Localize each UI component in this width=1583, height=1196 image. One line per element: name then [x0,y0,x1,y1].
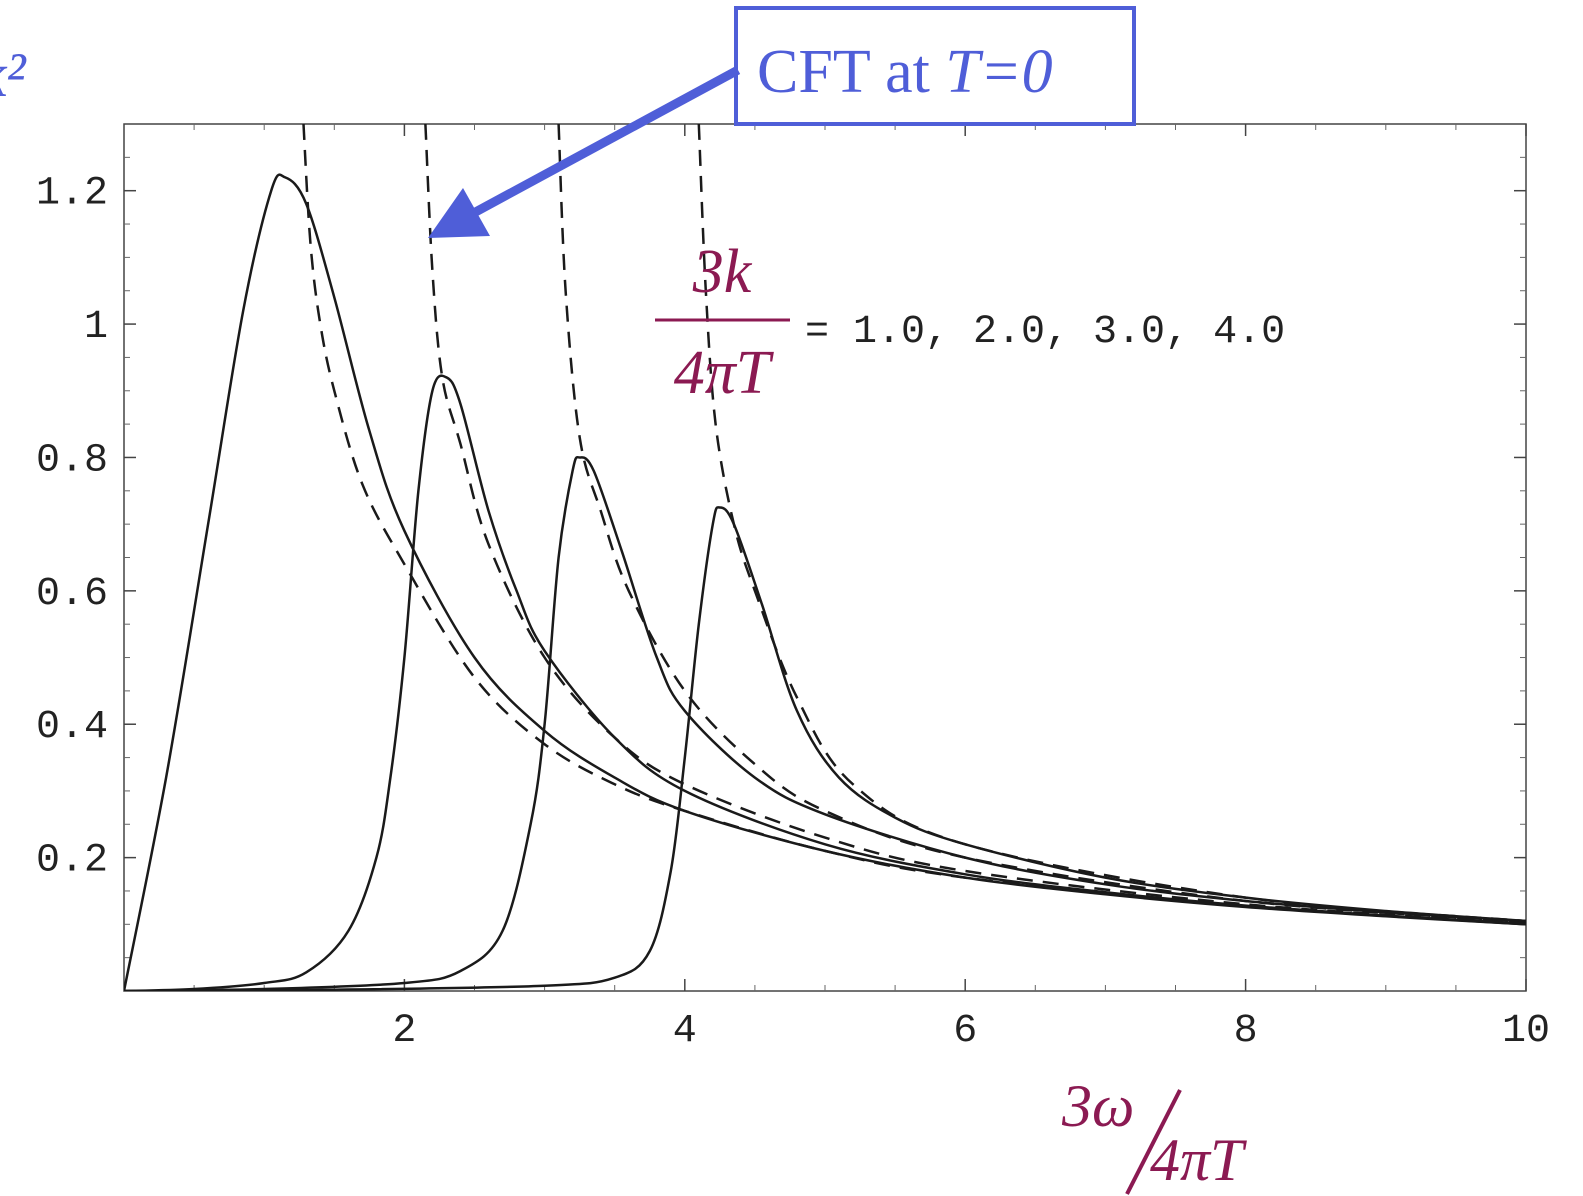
spectral-curve-k4 [124,506,1526,991]
x-axis-label-denominator: 4πT [1150,1127,1247,1193]
spectral-curve-k2 [124,374,1526,991]
x-tick-label: 10 [1502,1009,1550,1054]
callout-box [734,6,1136,126]
y-tick-label: 0.4 [36,705,108,750]
x-axis-label: 3ω 4πT [1061,1073,1247,1195]
x-tick-label: 2 [392,1009,416,1054]
y-tick-label: 0.6 [36,572,108,617]
y-tick-label: 0.2 [36,839,108,884]
x-axis-label-numerator: 3ω [1061,1073,1134,1139]
y-tick-label: 1.2 [36,172,108,217]
x-tick-label: 6 [953,1009,977,1054]
axis-ticks: 2 4 6 8 10 0.2 0.4 0.6 0.8 1 1.2 [36,124,1550,1054]
y-axis-label: k² [0,39,27,110]
callout-prefix: CFT at [757,38,945,106]
spectral-curve-k1 [124,173,1526,991]
series-label-denominator: 4πT [674,339,775,407]
curves [124,124,1526,991]
x-tick-label: 8 [1234,1009,1258,1054]
cft-dashed-curve-k3 [557,124,1526,923]
series-label-values: = 1.0, 2.0, 3.0, 4.0 [805,310,1285,355]
cft-callout: CFT at T=0 [428,6,1136,238]
cft-dashed-curve-k1 [302,124,1526,925]
series-label-numerator: 3k [692,238,753,306]
callout-text: CFT at T=0 [757,38,1053,106]
y-tick-label: 0.8 [36,438,108,483]
plot-frame [123,123,1527,992]
x-axis-label-slash [1125,1089,1182,1195]
callout-arrow-shaft [467,66,741,219]
spectral-curve-k3 [124,455,1526,991]
callout-arrow-head [428,188,490,238]
x-tick-label: 4 [673,1009,697,1054]
y-tick-label: 1 [84,305,108,350]
cft-dashed-curve-k2 [424,124,1526,925]
series-label: 3k 4πT = 1.0, 2.0, 3.0, 4.0 [655,238,1285,407]
callout-italic: T=0 [945,38,1052,106]
cft-dashed-curve-k4 [697,124,1526,923]
